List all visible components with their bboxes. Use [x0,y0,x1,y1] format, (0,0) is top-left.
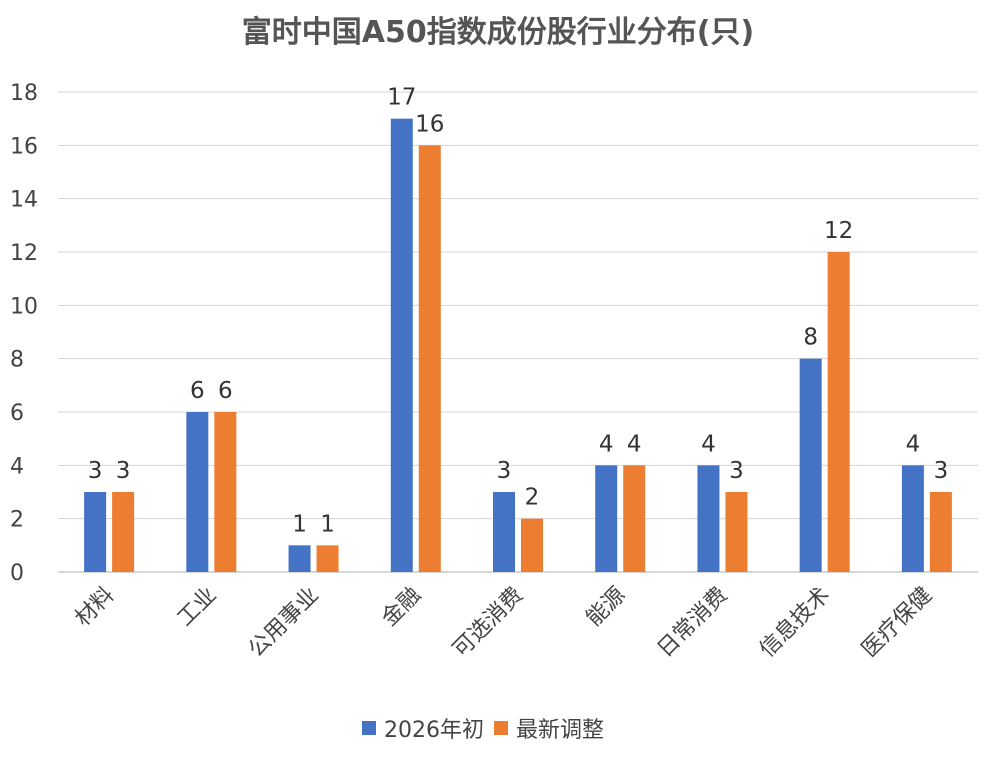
data-label: 4 [906,431,921,457]
bar-series2 [827,252,850,572]
data-label: 4 [701,431,716,457]
data-label: 3 [729,458,744,484]
y-tick-label: 2 [10,508,24,533]
bar-series2 [112,492,135,572]
y-tick-label: 10 [10,294,38,319]
x-category-label: 医疗保健 [857,583,937,663]
data-label: 1 [292,511,307,537]
y-tick-label: 12 [10,241,38,266]
data-label: 3 [116,458,131,484]
bar-series2 [316,545,339,572]
data-label: 17 [387,85,416,111]
legend-swatch [362,721,376,735]
bar-series1 [493,492,515,572]
x-category-label: 能源 [582,583,631,632]
y-tick-label: 16 [10,134,38,159]
bar-series1 [799,358,822,572]
y-tick-label: 6 [10,401,24,426]
data-label: 4 [599,431,614,457]
gridlines [58,91,978,573]
data-label: 8 [803,325,818,351]
y-tick-label: 14 [10,188,38,213]
bar-series1 [84,492,107,572]
x-category-label: 工业 [173,583,222,632]
data-label: 1 [320,511,335,537]
bar-series2 [929,492,952,572]
bar-series1 [288,545,311,572]
x-axis-categories: 材料 工业 公用事业 金融 可选消费 能源 日常消费 信息技术 医疗保健 [71,583,938,663]
y-tick-label: 8 [10,348,24,373]
chart-title: 富时中国A50指数成份股行业分布(只) [242,15,754,50]
y-tick-label: 4 [10,454,24,479]
y-tick-label: 0 [10,561,24,586]
data-label: 12 [824,218,853,244]
legend-label: 最新调整 [516,718,604,743]
bar-series1 [595,465,618,572]
bar-series1 [697,465,720,572]
data-label: 4 [627,431,642,457]
bar-series2 [214,412,237,572]
x-category-label: 信息技术 [755,583,835,663]
x-category-label: 日常消费 [653,583,733,663]
y-axis-ticks: 0 2 4 6 8 10 12 14 16 18 [10,81,38,586]
data-label: 16 [415,111,444,137]
bar-series1 [901,465,924,572]
x-category-label: 金融 [377,583,426,632]
x-category-label: 可选消费 [448,583,528,663]
bars [84,118,952,573]
legend-label: 2026年初 [384,718,484,743]
x-category-label: 材料 [71,583,120,632]
data-label: 2 [525,485,540,511]
data-label: 3 [497,458,512,484]
x-category-label: 公用事业 [244,583,324,663]
legend-swatch [494,721,508,735]
bar-series2 [623,465,646,572]
bar-series2 [521,518,543,572]
data-label: 3 [88,458,103,484]
bar-series2 [418,145,441,573]
bar-series2 [725,492,748,572]
bar-series1 [186,412,209,572]
data-label: 3 [934,458,949,484]
data-label: 6 [218,378,233,404]
y-tick-label: 18 [10,81,38,106]
legend: 2026年初 最新调整 [362,718,604,743]
bar-series1 [390,118,413,573]
data-label: 6 [190,378,205,404]
